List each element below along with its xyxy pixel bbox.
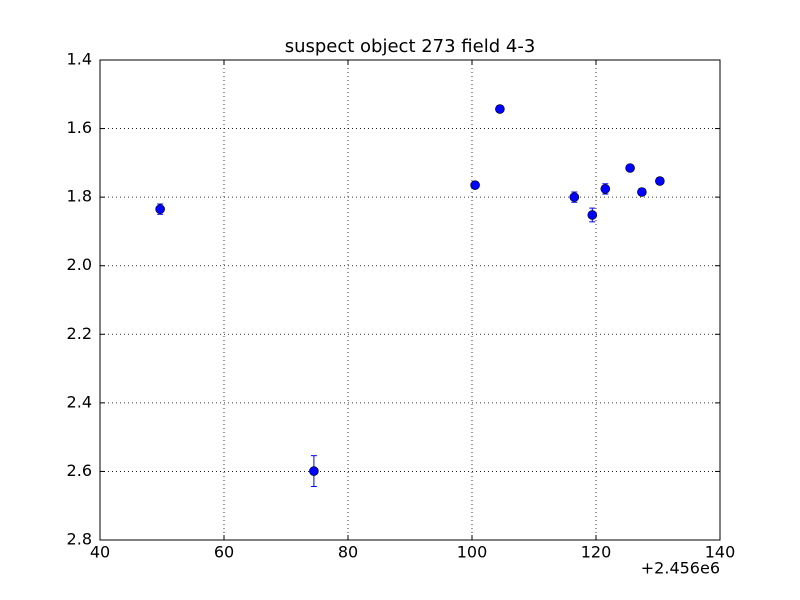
y-tick-label: 1.4 [67, 50, 92, 69]
point [569, 192, 580, 202]
point [155, 204, 165, 214]
y-tick-label: 2.6 [67, 461, 92, 480]
point [495, 104, 505, 114]
y-tick-label: 2.2 [67, 324, 92, 343]
y-tick-label: 1.8 [67, 187, 92, 206]
x-tick-label: 140 [705, 543, 736, 562]
point [309, 466, 319, 476]
point [600, 184, 611, 194]
x-tick-label: 120 [581, 543, 612, 562]
point [587, 210, 598, 220]
point [470, 180, 480, 190]
chart-title: suspect object 273 field 4-3 [285, 36, 536, 57]
x-tick-label: 80 [338, 543, 358, 562]
point [655, 176, 665, 186]
x-offset-label: +2.456e6 [641, 559, 720, 578]
x-tick-label: 60 [214, 543, 234, 562]
x-tick-label: 100 [457, 543, 488, 562]
y-tick-label: 2.8 [67, 530, 92, 549]
plot-frame [99, 59, 721, 541]
point [637, 187, 647, 197]
y-tick-label: 2.0 [67, 255, 92, 274]
point [625, 163, 635, 173]
y-tick-label: 2.4 [67, 392, 92, 411]
x-tick-label: 40 [90, 543, 110, 562]
y-tick-label: 1.6 [67, 118, 92, 137]
